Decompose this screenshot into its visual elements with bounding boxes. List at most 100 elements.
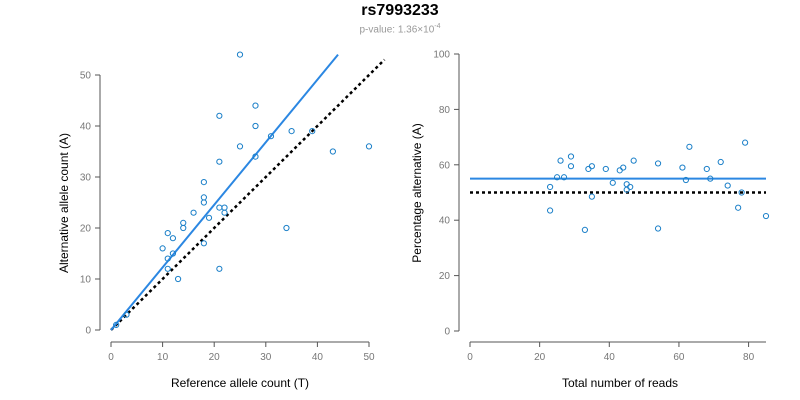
x-tick-label: 60 (673, 352, 685, 363)
data-point (735, 204, 742, 211)
x-axis-title: Total number of reads (562, 376, 678, 390)
data-point (546, 207, 554, 214)
data-point (113, 321, 120, 328)
data-point (252, 153, 259, 160)
data-point (200, 194, 207, 201)
x-tick-label: 40 (604, 352, 616, 363)
y-tick-label: 20 (439, 271, 451, 282)
data-point (654, 225, 662, 232)
data-point (609, 179, 616, 186)
y-tick-label: 50 (80, 71, 92, 82)
data-point (123, 311, 130, 318)
pvalue-text: p-value: 1.36×10 (359, 24, 435, 36)
data-point (200, 179, 207, 186)
data-point (627, 183, 634, 191)
data-point (703, 165, 710, 173)
data-point (190, 209, 197, 216)
y-tick-label: 20 (80, 224, 92, 235)
x-tick-label: 10 (157, 352, 169, 363)
data-point (288, 128, 295, 135)
data-point (546, 183, 554, 191)
x-tick-label: 20 (209, 352, 221, 363)
data-point (329, 148, 336, 155)
y-tick-label: 40 (80, 122, 92, 133)
data-point (216, 158, 223, 165)
data-point (742, 139, 749, 146)
data-point (567, 163, 575, 170)
y-tick-label: 0 (85, 326, 91, 337)
data-point (200, 240, 207, 247)
x-tick-label: 0 (467, 352, 473, 363)
x-tick-label: 50 (363, 352, 375, 363)
data-point (365, 143, 373, 150)
allele-count-panel: 0 10 20 30 40 50 0 10 20 30 40 50 Reference allele c… (57, 51, 386, 390)
data-point (216, 204, 223, 211)
data-point (616, 167, 623, 174)
data-point (252, 102, 259, 109)
pvalue-exponent: -4 (434, 23, 441, 30)
pvalue-subtitle: p-value: 1.36×10-4 (0, 23, 800, 35)
percentage-panel: 0 20 40 60 80 0 20 40 60 80 100 Total number of rea… (410, 50, 770, 390)
y-tick-label: 60 (439, 160, 451, 171)
data-point (585, 165, 592, 173)
x-axis-title: Reference allele count (T) (171, 376, 309, 390)
data-point (164, 230, 171, 237)
data-point (221, 209, 228, 216)
y-tick-label: 10 (80, 275, 92, 286)
data-point (717, 158, 724, 166)
data-point (180, 224, 187, 232)
data-point (169, 235, 177, 242)
data-point (205, 214, 213, 221)
data-point (557, 157, 564, 164)
x-tick-label: 40 (312, 352, 324, 363)
data-point (309, 128, 316, 135)
fit-line (110, 53, 339, 331)
y-axis-title: Alternative allele count (A) (57, 133, 71, 273)
data-point (174, 275, 182, 283)
data-point (679, 164, 686, 171)
data-point (169, 250, 177, 257)
y-tick-label: 80 (439, 105, 451, 116)
data-point (588, 163, 595, 170)
x-tick-label: 80 (743, 352, 755, 363)
data-point (724, 182, 731, 189)
x-tick-label: 0 (108, 352, 114, 363)
data-point (267, 133, 275, 140)
data-point (216, 265, 223, 272)
data-point (221, 204, 228, 211)
data-point (164, 265, 171, 272)
data-point (164, 255, 171, 262)
data-point (707, 175, 714, 182)
x-tick-label: 30 (260, 352, 272, 363)
y-tick-label: 100 (433, 50, 450, 61)
data-point (623, 181, 630, 188)
data-point (236, 51, 244, 58)
data-point (581, 226, 589, 233)
data-point (602, 165, 609, 173)
y-tick-label: 40 (439, 216, 451, 227)
data-point (654, 160, 662, 167)
data-point (686, 143, 693, 150)
y-tick-label: 30 (80, 173, 92, 184)
data-point (553, 174, 561, 181)
data-point (252, 122, 259, 130)
data-point (560, 174, 568, 181)
data-point (180, 219, 187, 226)
reference-line (110, 58, 386, 331)
data-point (738, 189, 745, 196)
data-point (283, 224, 290, 232)
data-point (200, 199, 207, 206)
data-point (620, 164, 627, 171)
data-point (588, 193, 595, 200)
data-point (682, 176, 690, 184)
data-point (216, 112, 223, 119)
data-point (630, 157, 637, 164)
data-point (236, 143, 244, 150)
y-axis-title: Percentage alternative (A) (410, 123, 424, 262)
chart-title: rs7993233 (361, 2, 439, 19)
data-point (567, 153, 575, 160)
x-tick-label: 20 (534, 352, 546, 363)
data-point (159, 245, 166, 252)
data-point (762, 212, 770, 220)
